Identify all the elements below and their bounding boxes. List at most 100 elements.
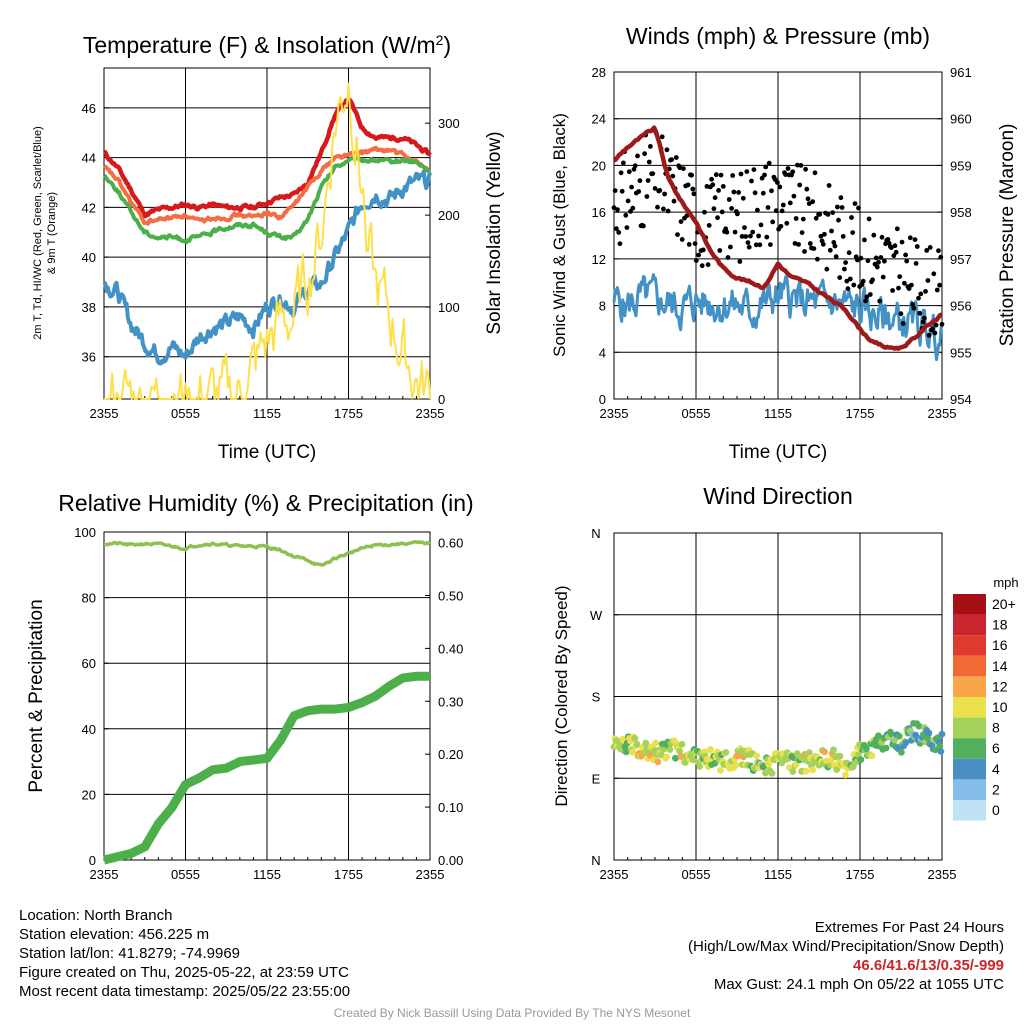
- gust-point: [730, 173, 736, 178]
- gust-point: [700, 247, 706, 253]
- gust-point: [617, 241, 623, 247]
- gust-point: [932, 330, 938, 336]
- gust-point: [713, 172, 719, 178]
- extremes-block: Extremes For Past 24 Hours (High/Low/Max…: [688, 918, 1004, 994]
- insolation-line: [104, 82, 431, 400]
- gust-point: [760, 190, 766, 196]
- gust-point: [797, 182, 803, 188]
- gust-point: [922, 315, 927, 321]
- gust-point: [705, 262, 711, 268]
- gust-point: [715, 215, 720, 221]
- temperature-series-3: [102, 169, 432, 366]
- gust-point: [850, 230, 856, 236]
- gust-point: [678, 219, 684, 225]
- gust-point: [812, 170, 818, 176]
- gust-point: [909, 282, 914, 288]
- temperature-xtick-label: 0555: [171, 406, 200, 421]
- gust-point: [842, 266, 847, 272]
- temperature-series-0: [103, 96, 432, 219]
- gust-point: [846, 250, 852, 256]
- gust-point: [927, 245, 933, 250]
- gust-point: [646, 159, 652, 165]
- temperature-ylabel-left: 2m T, Td, HI/WC (Red, Green, Scarlet/Blu…: [32, 126, 44, 340]
- direction-point: [902, 739, 910, 747]
- direction-point: [732, 761, 740, 769]
- gust-point: [685, 182, 691, 188]
- gust-point: [939, 321, 945, 327]
- gust-point: [862, 237, 867, 243]
- gust-point: [748, 233, 753, 239]
- gust-point: [637, 178, 643, 184]
- gust-point: [835, 204, 840, 210]
- gust-point: [792, 241, 798, 246]
- gust-point: [777, 184, 783, 190]
- gust-point: [925, 278, 931, 283]
- gust-point: [728, 244, 733, 250]
- station-info: Location: North Branch Station elevation…: [19, 906, 350, 1001]
- gust-point: [692, 241, 698, 247]
- direction-point: [717, 767, 724, 774]
- gust-point: [871, 232, 877, 238]
- gust-point: [830, 210, 836, 216]
- station-elevation: Station elevation: 456.225 m: [19, 926, 210, 943]
- gust-point: [706, 223, 712, 228]
- gust-point: [670, 173, 676, 179]
- gust-point: [874, 264, 880, 270]
- winds-ytick-label-left: 28: [592, 65, 606, 80]
- direction-point: [882, 744, 890, 752]
- humidity-ytick-label-right: 0.00: [438, 853, 463, 868]
- legend-swatch: [953, 800, 986, 821]
- gust-point: [765, 205, 771, 210]
- winds-xtick-label: 2355: [928, 406, 957, 421]
- legend-swatch: [953, 738, 986, 759]
- gust-point: [864, 294, 870, 300]
- gust-point: [752, 190, 758, 196]
- gust-point: [918, 291, 924, 297]
- direction-point: [842, 771, 849, 779]
- gust-point: [867, 292, 873, 297]
- gust-point: [865, 258, 871, 264]
- direction-point: [868, 752, 876, 760]
- direction-title: Wind Direction: [703, 483, 853, 509]
- winds-title: Winds (mph) & Pressure (mb): [626, 23, 930, 49]
- humidity-ytick-label-right: 0.60: [438, 536, 463, 551]
- gust-point: [900, 321, 906, 326]
- gust-point: [880, 274, 886, 280]
- direction-point: [642, 739, 650, 747]
- humidity-ytick-label-right: 0.40: [438, 641, 463, 656]
- direction-point: [768, 769, 776, 777]
- gust-point: [898, 311, 904, 317]
- gust-point: [770, 219, 776, 225]
- gust-point: [755, 207, 760, 213]
- gust-point: [710, 182, 716, 188]
- gust-point: [615, 207, 620, 213]
- gust-point: [679, 237, 685, 242]
- credit-line: Created By Nick Bassill Using Data Provi…: [333, 1006, 691, 1020]
- temperature-ytick-label-right: 100: [438, 300, 460, 315]
- gust-point: [882, 258, 887, 264]
- direction-point: [676, 748, 684, 755]
- gust-point: [907, 235, 913, 241]
- gust-point: [739, 234, 745, 239]
- winds-ytick-label-left: 24: [592, 112, 606, 127]
- gust-point: [675, 232, 680, 238]
- direction-point: [875, 732, 882, 740]
- direction-point: [703, 755, 711, 763]
- temperature-ytick-label-left: 44: [82, 151, 96, 166]
- gust-point: [642, 151, 647, 157]
- extremes-title: Extremes For Past 24 Hours: [814, 919, 1004, 936]
- gust-point: [912, 237, 918, 243]
- gust-point: [796, 242, 801, 247]
- figure-canvas: 2355 0555 1155 1755 235536384042444601002003…: [26, 23, 1019, 882]
- gust-point: [785, 166, 791, 171]
- gust-point: [696, 252, 701, 258]
- gust-point: [916, 295, 921, 301]
- gust-point: [655, 204, 660, 210]
- temperature-ytick-label-left: 42: [82, 200, 96, 215]
- gust-point: [661, 206, 666, 212]
- gust-point: [790, 169, 796, 175]
- max-gust: Max Gust: 24.1 mph On 05/22 at 1055 UTC: [713, 976, 1004, 993]
- direction-point: [689, 756, 697, 764]
- temperature-ytick-label-right: 0: [438, 392, 445, 407]
- gust-point: [731, 189, 737, 195]
